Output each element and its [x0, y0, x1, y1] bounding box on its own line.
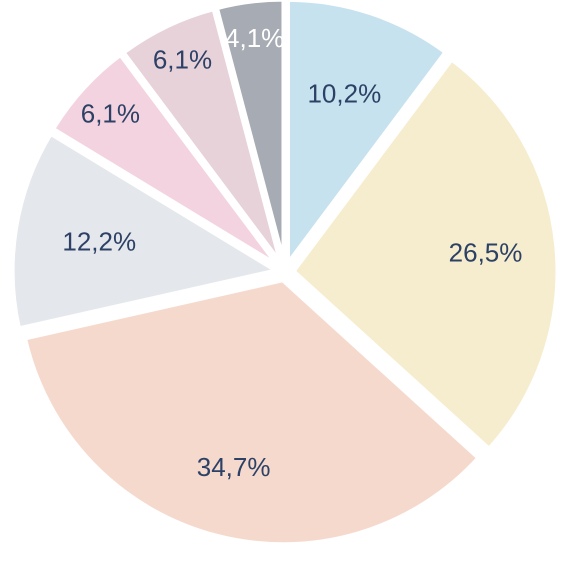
pie-slice-label-1: 10,2% — [307, 78, 381, 108]
pie-slice-2 — [289, 55, 561, 453]
pie-slice-6 — [119, 5, 284, 267]
pie-slice-label-6: 6,1% — [153, 45, 212, 75]
pie-slice-label-3: 34,7% — [197, 452, 271, 482]
pie-slice-5 — [49, 50, 282, 269]
pie-slice-3 — [21, 277, 483, 548]
pie-slice-label-4: 12,2% — [62, 227, 136, 257]
pie-slice-1 — [285, 0, 450, 272]
pie-slice-label-2: 26,5% — [449, 238, 523, 268]
pie-slice-4 — [9, 129, 284, 332]
pie-slice-label-5: 6,1% — [81, 98, 140, 128]
pie-slice-label-7: 4,1% — [225, 23, 284, 53]
pie-slice-7 — [213, 0, 287, 265]
